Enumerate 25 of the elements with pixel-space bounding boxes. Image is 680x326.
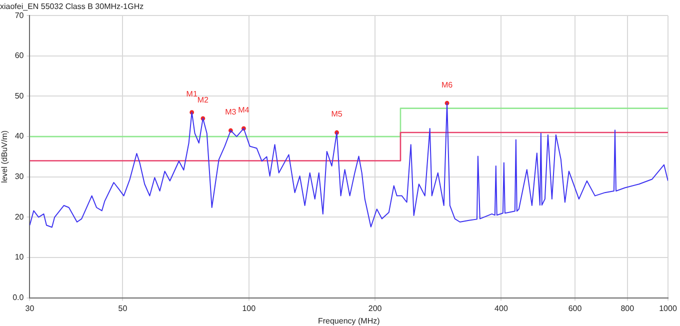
annotation: M6: [441, 80, 454, 90]
x-tick-label: 400: [494, 304, 508, 313]
y-tick-label: 0.0: [12, 293, 24, 302]
y-tick-label: 20: [14, 212, 24, 222]
annotation: M3: [225, 108, 237, 117]
x-tick-label: 800: [620, 304, 635, 313]
chart-title: xiaofei_EN 55032 Class B 30MHz-1GHz: [0, 2, 144, 12]
annotation: M1: [186, 90, 198, 99]
annotation: M2: [197, 96, 210, 105]
x-tick-label: 30: [25, 304, 35, 313]
annotation: M4: [238, 106, 250, 115]
x-tick-label: 600: [568, 304, 582, 313]
y-tick-label: 60: [14, 51, 24, 60]
y-tick-label: 40: [14, 132, 24, 141]
y-tick-label: 50: [14, 91, 24, 100]
x-tick-label: 50: [118, 304, 128, 313]
x-tick-label: 100: [242, 304, 256, 313]
x-tick-label: 1000: [659, 304, 678, 313]
y-tick-label: 10: [14, 252, 24, 262]
y-tick-label: 70: [14, 10, 24, 20]
annotation: M5: [331, 110, 343, 119]
x-axis-title: Frequency (MHz): [318, 316, 380, 326]
y-axis-title: level (dBuV/m): [0, 130, 10, 183]
x-tick-label: 200: [368, 304, 382, 313]
y-tick-label: 30: [14, 172, 24, 182]
